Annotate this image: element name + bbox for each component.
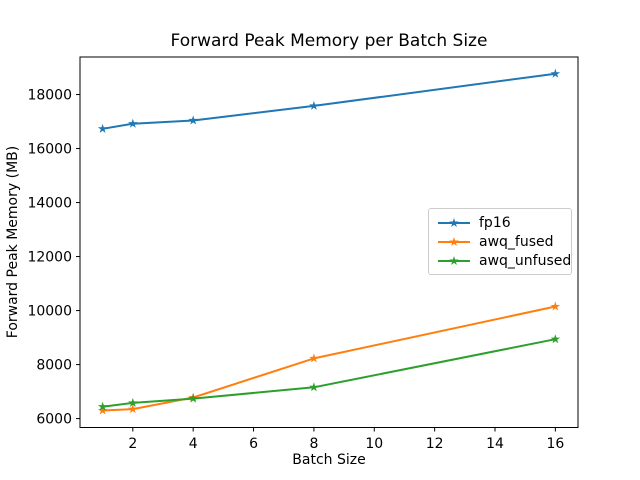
x-tick-label: 16 xyxy=(546,436,564,452)
series-marker-fp16 xyxy=(550,68,561,78)
legend-line-marker-awq-unfused xyxy=(438,255,470,265)
y-tick-label: 18000 xyxy=(27,88,72,104)
y-tick-label: 10000 xyxy=(27,304,72,320)
legend: fp16 awq_fused awq_unfused xyxy=(428,208,572,275)
legend-sample-marker xyxy=(449,217,459,227)
plot-spines xyxy=(79,56,579,428)
y-tick-label: 12000 xyxy=(27,250,72,266)
series-marker-fp16 xyxy=(97,123,108,133)
x-tick-label: 4 xyxy=(189,436,198,452)
legend-item-awq-unfused: awq_unfused xyxy=(437,251,571,270)
series-marker-awq_unfused xyxy=(97,401,108,411)
series-marker-awq_fused xyxy=(128,404,138,414)
series-line-fp16 xyxy=(101,72,557,130)
x-tick-label: 10 xyxy=(365,436,383,452)
series-marker-awq_fused xyxy=(97,405,108,415)
x-tick-label: 2 xyxy=(128,436,137,452)
series-line-awq_unfused xyxy=(101,338,557,408)
x-tick-label: 8 xyxy=(309,436,318,452)
x-axis-label: Batch Size xyxy=(292,452,366,468)
x-tick-label: 12 xyxy=(426,436,444,452)
y-tick-label: 6000 xyxy=(36,412,72,428)
series-marker-awq_unfused xyxy=(188,393,198,403)
legend-line-marker-fp16 xyxy=(438,217,470,227)
legend-line-marker-awq-fused xyxy=(438,236,470,246)
series-marker-fp16 xyxy=(128,118,138,128)
y-tick-label: 16000 xyxy=(27,142,72,158)
series-marker-awq_fused xyxy=(309,353,319,363)
legend-label-awq-unfused: awq_unfused xyxy=(479,252,572,269)
x-tick-label: 14 xyxy=(486,436,504,452)
legend-sample-marker xyxy=(449,255,459,265)
legend-item-awq-fused: awq_fused xyxy=(437,232,563,251)
series-line-awq_fused xyxy=(101,305,557,412)
series-marker-fp16 xyxy=(188,115,198,125)
series-marker-awq_unfused xyxy=(128,397,138,407)
series-marker-fp16 xyxy=(309,100,319,110)
x-tick-label: 6 xyxy=(249,436,258,452)
series-marker-awq_unfused xyxy=(309,382,319,392)
y-tick-label: 14000 xyxy=(27,196,72,212)
series-marker-awq_fused xyxy=(550,301,561,311)
legend-sample-marker xyxy=(449,236,459,246)
legend-item-fp16: fp16 xyxy=(437,213,563,232)
chart-title: Forward Peak Memory per Batch Size xyxy=(170,31,488,51)
legend-label-fp16: fp16 xyxy=(479,214,511,231)
legend-label-awq-fused: awq_fused xyxy=(479,233,554,250)
y-tick-label: 8000 xyxy=(36,358,72,374)
series-marker-awq_unfused xyxy=(550,334,561,344)
